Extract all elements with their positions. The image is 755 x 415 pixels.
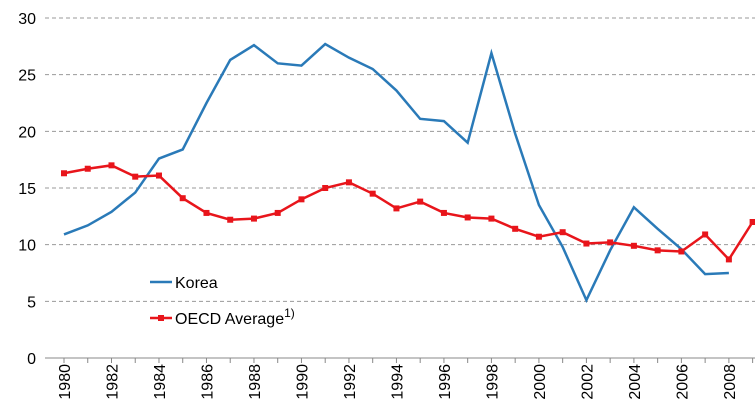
y-tick-label: 20 (18, 124, 36, 141)
series-line (63, 164, 754, 262)
y-tick-label: 10 (18, 238, 36, 255)
point-marker (607, 239, 614, 246)
x-tick-label: 1990 (294, 364, 311, 400)
x-tick-label: 1988 (247, 364, 264, 400)
legend-note: 1) (284, 306, 295, 320)
x-tick-label: 1994 (389, 364, 406, 400)
point-marker (488, 215, 495, 222)
point-marker (298, 196, 305, 203)
x-tick-label: 2006 (674, 364, 691, 400)
x-tick-label: 1984 (152, 364, 169, 400)
point-marker (678, 248, 685, 255)
x-tick-label: 1992 (342, 364, 359, 400)
point-marker (725, 256, 732, 263)
legend-marker (158, 315, 164, 321)
x-tick-label: 2004 (627, 364, 644, 400)
y-tick-label: 30 (18, 11, 36, 28)
x-tick-label: 2008 (722, 364, 739, 400)
y-tick-label: 15 (18, 181, 36, 198)
point-marker (60, 170, 67, 177)
x-tick-label: 1986 (199, 364, 216, 400)
point-marker (179, 195, 186, 202)
point-marker (535, 233, 542, 240)
point-marker (155, 172, 162, 179)
point-marker (512, 225, 519, 232)
point-marker (559, 229, 566, 236)
point-marker (630, 242, 637, 249)
x-tick-label: 1982 (104, 364, 121, 400)
point-marker (84, 165, 91, 172)
legend-label: OECD Average1) (175, 306, 295, 328)
y-tick-label: 5 (27, 294, 36, 311)
x-tick-label: 1980 (57, 364, 74, 400)
x-tick-label: 2002 (579, 364, 596, 400)
point-marker (583, 240, 590, 247)
series-line (63, 42, 729, 304)
point-marker (702, 231, 709, 238)
point-marker (274, 209, 281, 216)
point-marker (749, 219, 755, 225)
y-tick-label: 25 (18, 68, 36, 85)
point-marker (203, 209, 210, 216)
legend-label: Korea (175, 275, 218, 292)
point-marker (417, 198, 424, 205)
x-tick-label: 1996 (437, 364, 454, 400)
point-marker (464, 214, 471, 221)
x-tick-label: 1998 (484, 364, 501, 400)
point-marker (322, 185, 329, 191)
y-tick-label: 0 (27, 351, 36, 368)
x-tick-label: 2000 (532, 364, 549, 400)
point-marker (227, 216, 234, 223)
point-marker (345, 179, 352, 186)
point-marker (654, 247, 661, 254)
point-marker (393, 205, 400, 212)
point-marker (369, 190, 376, 197)
point-marker (132, 173, 139, 180)
point-marker (108, 162, 115, 169)
point-marker (440, 209, 447, 216)
point-marker (250, 215, 257, 222)
